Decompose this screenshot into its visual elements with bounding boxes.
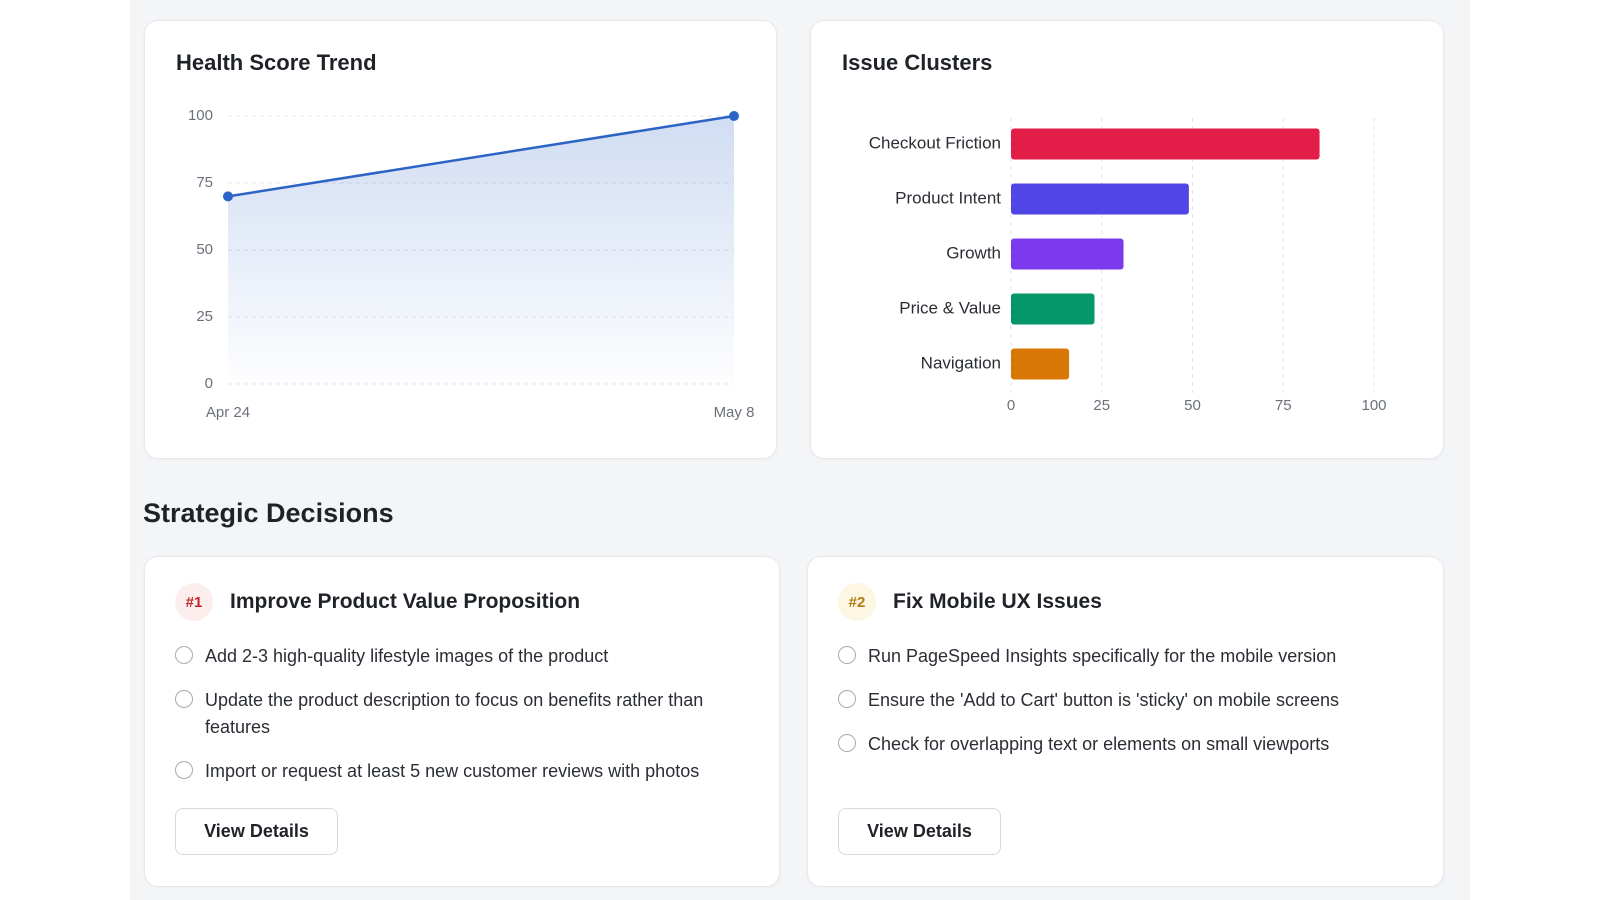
task-checkbox[interactable] xyxy=(838,734,856,752)
chart-title: Issue Clusters xyxy=(842,50,992,75)
y-tick-label: Product Intent xyxy=(895,188,1001,207)
task-list: Add 2-3 high-quality lifestyle images of… xyxy=(175,643,755,802)
task-checkbox[interactable] xyxy=(175,646,193,664)
x-tick-label: 0 xyxy=(1007,397,1015,414)
x-tick-label: 100 xyxy=(1361,397,1386,414)
task-text: Ensure the 'Add to Cart' button is 'stic… xyxy=(868,690,1339,710)
x-tick-label: Apr 24 xyxy=(206,404,250,421)
chart-card: Health Score Trend 0 25 50 75 100 Apr 24 May 8 xyxy=(144,20,777,459)
line xyxy=(227,114,735,198)
y-tick-label: Price & Value xyxy=(899,298,1001,317)
bar xyxy=(1011,238,1124,270)
x-tick-label: May 8 xyxy=(714,404,755,421)
task-checkbox[interactable] xyxy=(838,690,856,708)
task-text: Add 2-3 high-quality lifestyle images of… xyxy=(205,646,609,666)
task-checkbox[interactable] xyxy=(175,761,193,779)
x-tick-label: 25 xyxy=(1093,397,1110,414)
rank-badge: #2 xyxy=(838,583,876,621)
section-title: Strategic Decisions xyxy=(143,498,394,528)
task-text: Update the product description to focus … xyxy=(205,690,704,737)
y-tick-label: 100 xyxy=(188,107,213,124)
task-text: Run PageSpeed Insights specifically for … xyxy=(868,646,1337,666)
task-text: Check for overlapping text or elements o… xyxy=(868,734,1330,754)
task-item: Add 2-3 high-quality lifestyle images of… xyxy=(175,643,755,670)
x-tick-label: 50 xyxy=(1184,397,1201,414)
task-item: Import or request at least 5 new custome… xyxy=(175,758,755,785)
task-list: Run PageSpeed Insights specifically for … xyxy=(838,643,1418,775)
task-item: Check for overlapping text or elements o… xyxy=(838,731,1418,758)
task-checkbox[interactable] xyxy=(175,690,193,708)
task-item: Update the product description to focus … xyxy=(175,687,755,741)
line-area xyxy=(228,116,734,384)
view-details-button[interactable]: View Details xyxy=(838,808,1001,855)
task-item: Run PageSpeed Insights specifically for … xyxy=(838,643,1418,670)
view-details-button[interactable]: View Details xyxy=(175,808,338,855)
bar xyxy=(1011,183,1189,215)
x-tick-label: 75 xyxy=(1275,397,1292,414)
decision-title: Improve Product Value Proposition xyxy=(230,590,581,613)
task-item: Ensure the 'Add to Cart' button is 'stic… xyxy=(838,687,1418,714)
decision-card: #2 Fix Mobile UX Issues Run PageSpeed In… xyxy=(807,556,1444,887)
y-tick-label: Navigation xyxy=(921,353,1001,372)
chart: Issue Clusters 0 25 50 75 100 Checkout Frictio… xyxy=(842,50,1387,414)
line-point xyxy=(223,191,233,202)
y-tick-label: Checkout Friction xyxy=(869,133,1001,152)
task-text: Import or request at least 5 new custome… xyxy=(205,761,700,781)
decision-header: #2 Fix Mobile UX Issues xyxy=(838,583,1102,621)
line-point xyxy=(729,111,739,121)
bar xyxy=(1011,293,1095,325)
chart-card: Issue Clusters 0 25 50 75 100 Checkout Frictio… xyxy=(810,20,1444,459)
decision-header: #1 Improve Product Value Proposition xyxy=(175,583,580,621)
chart: Health Score Trend 0 25 50 75 100 Apr 24 May 8 xyxy=(176,50,755,421)
decision-title: Fix Mobile UX Issues xyxy=(893,590,1102,613)
y-tick-label: 50 xyxy=(196,241,213,258)
bar xyxy=(1011,348,1070,380)
y-tick-label: 25 xyxy=(196,308,213,325)
y-tick-label: Growth xyxy=(946,243,1001,262)
rank-badge: #1 xyxy=(175,583,213,621)
y-tick-label: 0 xyxy=(205,375,213,392)
y-tick-label: 75 xyxy=(196,174,213,191)
chart-title: Health Score Trend xyxy=(176,50,377,75)
bar xyxy=(1011,128,1320,160)
decision-card: #1 Improve Product Value Proposition Add… xyxy=(144,556,780,887)
task-checkbox[interactable] xyxy=(838,646,856,664)
